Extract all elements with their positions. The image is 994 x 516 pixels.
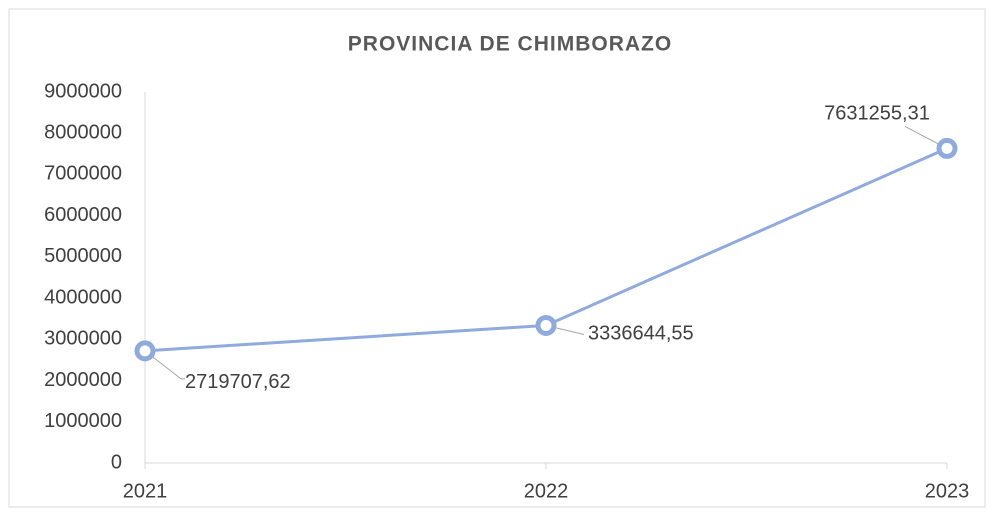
y-tick-label: 8000000 — [44, 122, 122, 144]
x-tick-label: 2021 — [123, 480, 168, 502]
y-tick-label: 9000000 — [44, 80, 122, 102]
data-label: 3336644,55 — [588, 323, 694, 345]
y-tick-label: 7000000 — [44, 163, 122, 185]
x-tick-label: 2022 — [524, 480, 569, 502]
y-tick-label: 0 — [111, 451, 122, 473]
x-tick-label: 2023 — [925, 480, 970, 502]
marker — [936, 137, 958, 159]
y-tick-label: 1000000 — [44, 410, 122, 432]
chart-border — [8, 8, 986, 508]
data-label: 7631255,31 — [824, 103, 930, 125]
y-tick-label: 6000000 — [44, 204, 122, 226]
y-tick-label: 2000000 — [44, 369, 122, 391]
marker — [535, 314, 557, 336]
chart-title: PROVINCIA DE CHIMBORAZO — [348, 33, 672, 56]
marker — [134, 340, 156, 362]
y-tick-label: 5000000 — [44, 245, 122, 267]
y-tick-label: 3000000 — [44, 328, 122, 350]
data-label: 2719707,62 — [185, 371, 291, 393]
y-tick-label: 4000000 — [44, 286, 122, 308]
